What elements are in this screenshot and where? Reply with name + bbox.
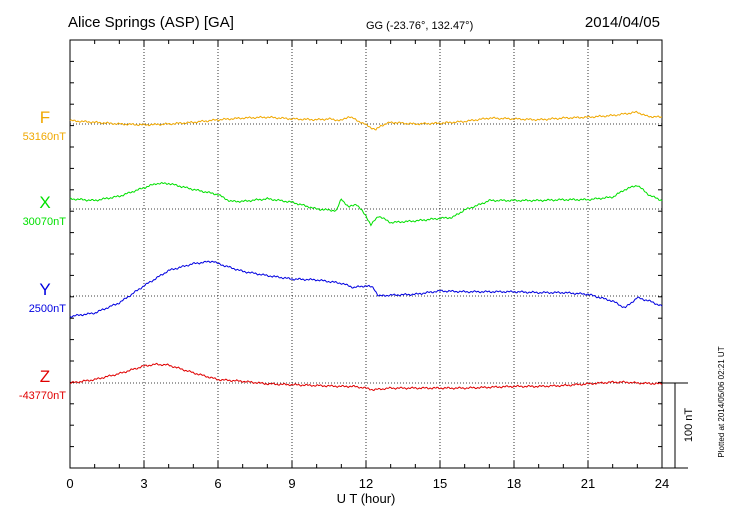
x-tick-label: 12	[359, 476, 373, 491]
channel-label-X: X	[39, 193, 50, 212]
x-tick-labels: 0 3 6 9 12 15 18 21 24	[66, 476, 669, 491]
plotted-at-label: Plotted at 2014/05/06 02:21 UT	[717, 346, 726, 457]
x-tick-label: 3	[140, 476, 147, 491]
channel-labels: F 53160nT X 30070nT Y 2500nT Z -43770nT	[19, 108, 66, 402]
axis-ticks	[69, 39, 663, 469]
baseline-value-X: 30070nT	[23, 216, 67, 228]
x-tick-label: 15	[433, 476, 447, 491]
grid	[70, 40, 662, 468]
x-tick-label: 21	[581, 476, 595, 491]
x-tick-label: 9	[288, 476, 295, 491]
series-lines	[69, 110, 663, 392]
channel-label-Y: Y	[39, 280, 50, 299]
scale-bar: 100 nT	[662, 382, 695, 469]
x-tick-label: 0	[66, 476, 73, 491]
baseline-value-Y: 2500nT	[29, 303, 67, 315]
coords-label: GG (-23.76°, 132.47°)	[366, 20, 473, 32]
date-label: 2014/04/05	[585, 14, 660, 31]
station-title: Alice Springs (ASP) [GA]	[68, 14, 234, 31]
series-line-Y	[69, 260, 663, 318]
x-tick-label: 18	[507, 476, 521, 491]
series-line-F	[69, 110, 662, 131]
baseline-value-Z: -43770nT	[19, 390, 66, 402]
x-tick-label: 6	[214, 476, 221, 491]
series-line-Z	[69, 362, 663, 392]
channel-label-F: F	[40, 108, 50, 127]
series-line-X	[69, 181, 663, 227]
x-tick-label: 24	[655, 476, 669, 491]
x-axis-label: U T (hour)	[337, 491, 396, 506]
scale-bar-label: 100 nT	[683, 408, 695, 443]
baseline-value-F: 53160nT	[23, 131, 67, 143]
channel-label-Z: Z	[40, 367, 50, 386]
